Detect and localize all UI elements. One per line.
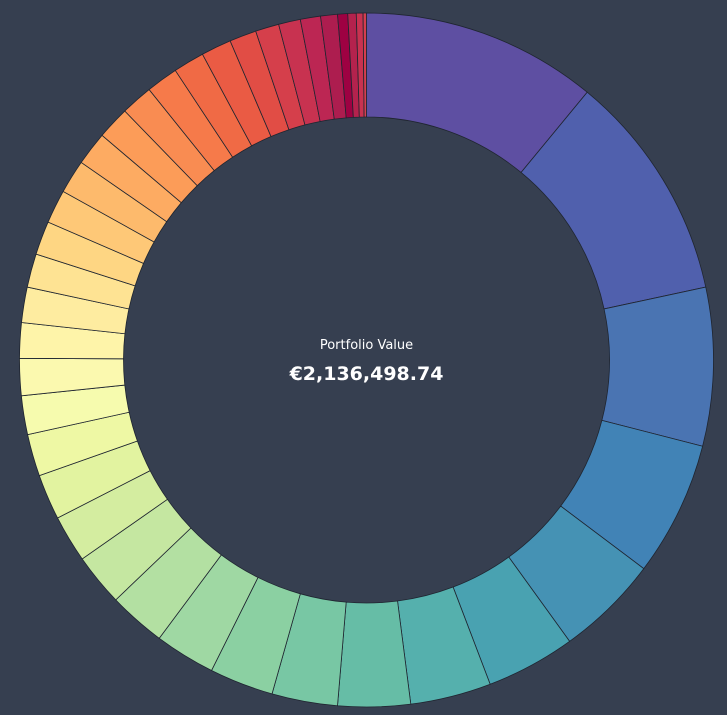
donut-slice-3[interactable] xyxy=(601,286,714,447)
portfolio-value-label: Portfolio Value xyxy=(320,338,413,353)
portfolio-value-amount: €2,136,498.74 xyxy=(289,363,444,385)
donut-slice-8[interactable] xyxy=(337,600,412,708)
donut-slices xyxy=(19,12,714,708)
donut-slice-39[interactable] xyxy=(362,12,367,118)
